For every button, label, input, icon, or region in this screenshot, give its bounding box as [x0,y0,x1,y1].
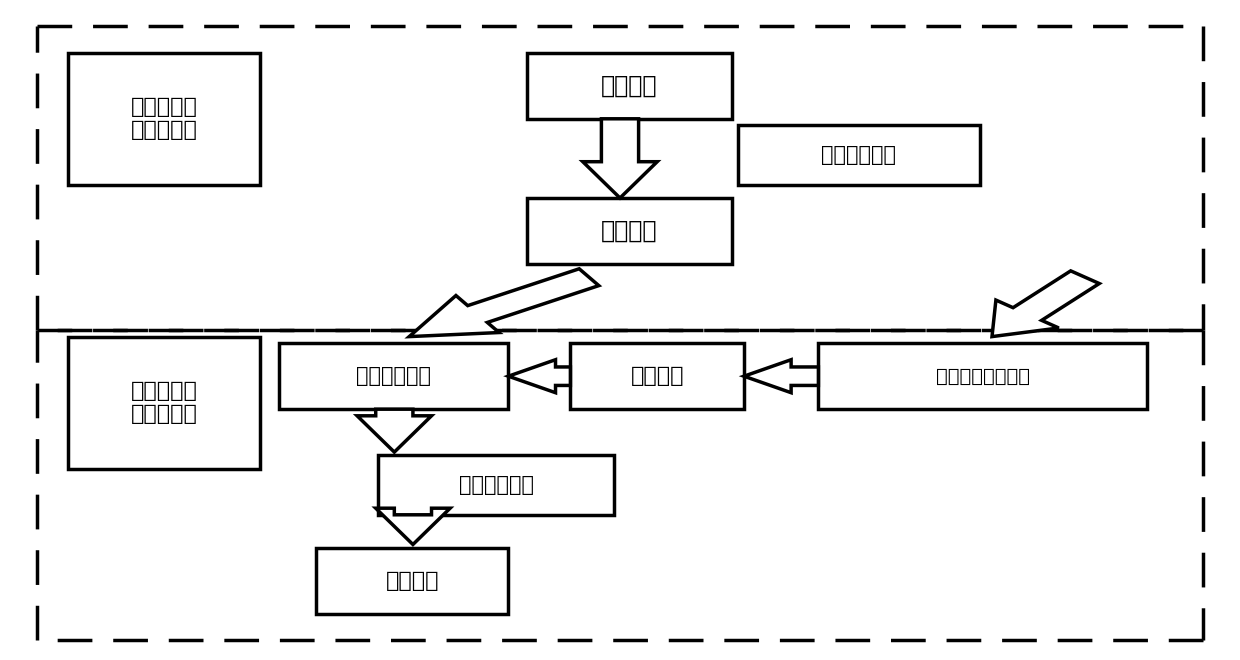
Bar [378,455,614,515]
Text: 点突变检测
程序外完成: 点突变检测 程序外完成 [131,97,197,141]
Bar [68,337,260,469]
Bar [279,343,508,409]
Text: 待测样本数据: 待测样本数据 [356,366,432,386]
Text: 样本处理测序: 样本处理测序 [821,145,897,165]
Polygon shape [409,269,599,337]
Polygon shape [508,360,570,393]
Bar [818,343,1147,409]
Polygon shape [744,360,818,393]
Text: 点突变检测
程序内完成: 点突变检测 程序内完成 [131,381,197,424]
Polygon shape [583,119,657,198]
Bar [738,125,980,185]
Text: 检测结果: 检测结果 [386,571,439,591]
Text: 阴性对照样本数据: 阴性对照样本数据 [936,367,1029,385]
Bar [316,548,508,614]
Text: 采集样本: 采集样本 [601,74,657,98]
Bar [570,343,744,409]
Polygon shape [376,508,450,544]
Text: 背景噪音: 背景噪音 [630,366,684,386]
Text: 二相分布检测: 二相分布检测 [459,475,533,495]
Bar [527,198,732,264]
Polygon shape [357,409,432,452]
Polygon shape [992,271,1100,337]
Text: 下机数据: 下机数据 [601,219,657,243]
Bar [68,53,260,185]
Bar [527,53,732,119]
